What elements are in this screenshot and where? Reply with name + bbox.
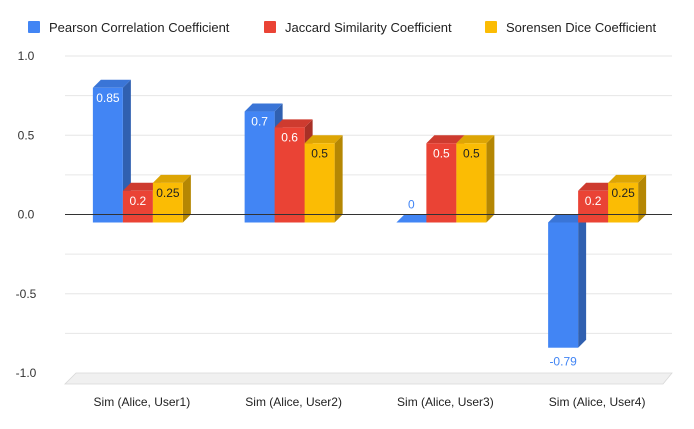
bar-front-face	[608, 182, 639, 223]
data-label: 0.5	[463, 146, 480, 160]
bar-front-face	[92, 87, 123, 223]
bar-top-face	[456, 135, 495, 144]
bar-top-face	[274, 119, 313, 128]
x-category-label: Sim (Alice, User2)	[245, 395, 342, 409]
bar[interactable]	[548, 214, 587, 348]
y-tick-label: 1.0	[18, 49, 35, 63]
bar-front-face	[244, 111, 275, 223]
bar-side-face	[486, 135, 495, 223]
bar-top-face	[548, 214, 587, 223]
bar-top-face	[304, 135, 343, 144]
x-category-label: Sim (Alice, User3)	[397, 395, 494, 409]
data-labels: 0.85 0.2 0.25 0.7 0.6 0.5 0 0.5 0.5 -0.79 0.2 0.25	[96, 91, 635, 369]
bar-top-face	[122, 182, 161, 191]
bar[interactable]	[608, 174, 647, 223]
data-label: 0.2	[585, 194, 602, 208]
legend-swatch-pearson	[28, 21, 40, 33]
chart-floor	[64, 372, 673, 385]
bar-top-face	[152, 174, 191, 183]
bar-side-face	[182, 174, 191, 223]
bar-side-face	[334, 135, 343, 223]
bar-top-face	[244, 103, 283, 112]
bar-side-face	[578, 214, 587, 348]
bar[interactable]	[456, 135, 495, 223]
data-label: 0.6	[281, 130, 298, 144]
bar-zero-face	[396, 214, 435, 223]
chart-floor-plane	[64, 372, 673, 385]
x-axis-categories: Sim (Alice, User1) Sim (Alice, User2) Sim …	[94, 395, 646, 409]
legend-label-jaccard: Jaccard Similarity Coefficient	[285, 19, 452, 35]
bar-front-face	[274, 127, 305, 223]
legend-item-jaccard[interactable]: Jaccard Similarity Coefficient	[264, 16, 452, 38]
legend-swatch-jaccard	[264, 21, 276, 33]
bars	[92, 79, 647, 348]
y-axis-ticks: 1.0 0.5 0.0 -0.5 -1.0	[16, 49, 37, 380]
data-label: -0.79	[549, 355, 577, 369]
y-tick-label: 0.0	[18, 208, 35, 222]
legend-label-sorensen: Sorensen Dice Coefficient	[506, 19, 657, 35]
bar-front-face	[122, 190, 153, 223]
data-label: 0.25	[156, 186, 180, 200]
bar-side-face	[638, 174, 647, 223]
legend-label-pearson: Pearson Correlation Coefficient	[49, 19, 230, 35]
data-label: 0.2	[130, 194, 147, 208]
bar-front-face	[548, 222, 579, 348]
bar-front-face	[304, 143, 335, 223]
legend-item-pearson[interactable]: Pearson Correlation Coefficient	[28, 16, 229, 38]
data-label: 0.5	[311, 146, 328, 160]
x-category-label: Sim (Alice, User1)	[94, 395, 191, 409]
bar-top-face	[608, 174, 647, 183]
data-label: 0.5	[433, 146, 450, 160]
legend-swatch-sorensen	[485, 21, 497, 33]
bar[interactable]	[396, 214, 435, 223]
bar-top-face	[92, 79, 131, 88]
bar-top-face	[578, 182, 617, 191]
bar[interactable]	[92, 79, 131, 223]
bar-front-face	[456, 143, 487, 223]
data-label: 0.7	[251, 115, 268, 129]
data-label: 0	[408, 198, 415, 212]
y-tick-label: -0.5	[16, 287, 37, 301]
legend-item-sorensen[interactable]: Sorensen Dice Coefficient	[485, 16, 656, 38]
bar[interactable]	[152, 174, 191, 223]
bar-top-face	[426, 135, 465, 144]
chart-legend: Pearson Correlation Coefficient Jaccard …	[0, 16, 694, 38]
data-label: 0.25	[611, 186, 635, 200]
data-label: 0.85	[96, 91, 120, 105]
x-category-label: Sim (Alice, User4)	[549, 395, 646, 409]
bar[interactable]	[304, 135, 343, 223]
bar-front-face	[152, 182, 183, 223]
y-tick-label: -1.0	[16, 366, 37, 380]
bar-front-face	[578, 190, 609, 223]
bar-front-face	[426, 143, 457, 223]
y-tick-label: 0.5	[18, 128, 35, 142]
